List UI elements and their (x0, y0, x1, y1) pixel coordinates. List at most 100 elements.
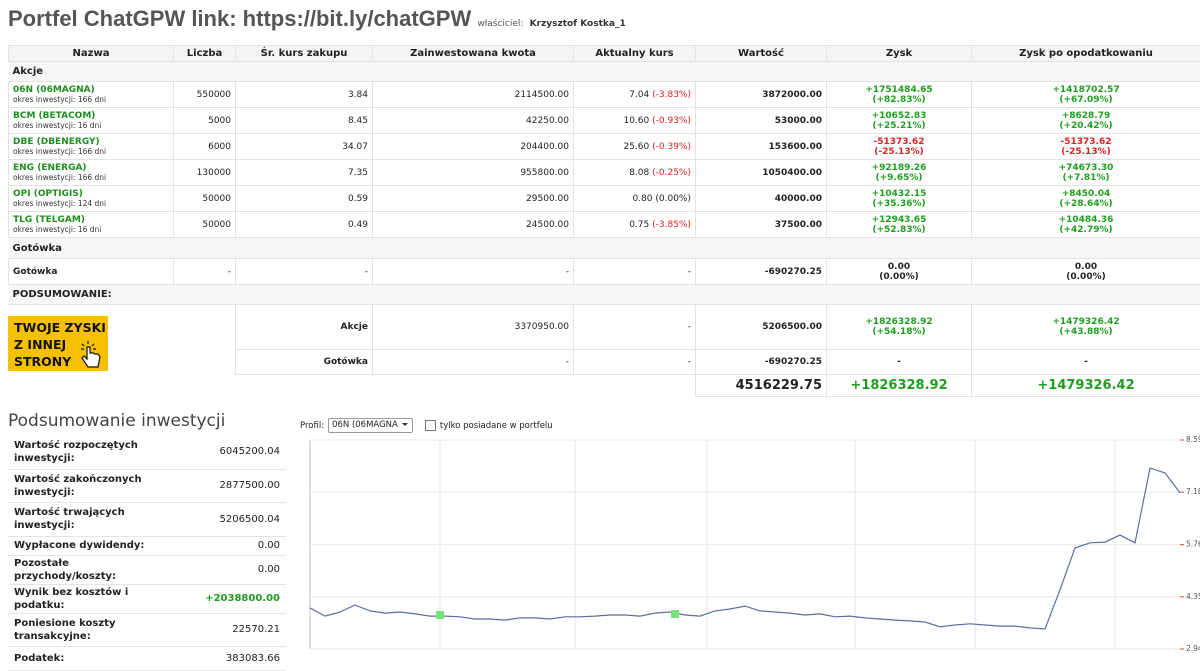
profile-select[interactable]: 06N (06MAGNA (328, 418, 413, 433)
panel-label: Wartość trwających inwestycji: (8, 502, 180, 536)
net-profit-value: 0.00 (976, 262, 1196, 272)
column-header: Zysk (827, 46, 972, 62)
column-header: Śr. kurs zakupu (236, 46, 373, 62)
owner-label: właściciel: (477, 19, 523, 29)
cell-count: 50000 (174, 186, 236, 212)
column-header: Aktualny kurs (574, 46, 696, 62)
section-label: PODSUMOWANIE: (9, 285, 1200, 305)
profit-value: +92189.26 (831, 163, 967, 173)
hand-icon (78, 339, 104, 369)
stock-name: 06N (06MAGNA)okres inwestycji: 166 dni (9, 82, 174, 108)
stock-name: BCM (BETACOM)okres inwestycji: 16 dni (9, 108, 174, 134)
net-profit-value: -51373.62 (976, 137, 1196, 147)
panel-value: 0.00 (180, 555, 286, 584)
profit: 0.00(0.00%) (827, 259, 972, 285)
page-title: Portfel ChatGPW link: https://bit.ly/cha… (8, 6, 626, 32)
net-profit: -51373.62(-25.13%) (972, 134, 1200, 160)
price: 8.08 (629, 168, 649, 178)
column-header: Zysk po opodatkowaniu (972, 46, 1200, 62)
panel-label: Wynik bez kosztów i podatku: (8, 584, 180, 613)
net-profit: +1418702.57(+67.09%) (972, 82, 1200, 108)
cell-avg: 8.45 (236, 108, 373, 134)
checkbox-label: tylko posiadane w portfelu (440, 421, 553, 431)
summary-value: -690270.25 (696, 350, 827, 375)
panel-value: 6045200.04 (180, 435, 286, 469)
title-text: Portfel ChatGPW link: https://bit.ly/cha… (8, 6, 471, 31)
net-profit: 0.00(0.00%) (972, 259, 1200, 285)
section-label: Akcje (9, 62, 1200, 82)
net-profit-percent: (+7.81%) (976, 173, 1196, 183)
column-header: Wartość (696, 46, 827, 62)
profit: +12943.65(+52.83%) (827, 212, 972, 238)
profit-value: +10432.15 (831, 189, 967, 199)
profit-value: +1826328.92 (831, 317, 967, 327)
total-profit: +1826328.92 (827, 375, 972, 397)
net-profit-percent: (0.00%) (976, 272, 1196, 282)
profit: +1826328.92(+54.18%) (827, 305, 972, 350)
stock-name: OPI (OPTIGIS)okres inwestycji: 124 dni (9, 186, 174, 212)
panel-value: 2877500.00 (180, 469, 286, 502)
panel-title: Podsumowanie inwestycji (8, 411, 225, 431)
panel-row: Wypłacone dywidendy:0.00 (8, 536, 286, 555)
summary-invested: - (373, 350, 574, 375)
transaction-marker (671, 610, 679, 618)
profit-value: - (831, 357, 967, 367)
stock-value: 153600.00 (696, 134, 827, 160)
profit-percent: (+35.36%) (831, 199, 967, 209)
investment-period: okres inwestycji: 166 dni (13, 95, 169, 104)
stock-ticker: TLG (TELGAM) (13, 215, 169, 225)
column-header: Liczba (174, 46, 236, 62)
profit-value: +1751484.65 (831, 85, 967, 95)
profit-value: 0.00 (831, 262, 967, 272)
price-chart: 8.597.185.764.352.94 (300, 432, 1200, 653)
column-header: Zainwestowana kwota (373, 46, 574, 62)
investment-period: okres inwestycji: 16 dni (13, 225, 169, 234)
cash-value: -690270.25 (696, 259, 827, 285)
profit-percent: (+52.83%) (831, 225, 967, 235)
net-profit: +8450.04(+28.64%) (972, 186, 1200, 212)
investment-period: okres inwestycji: 124 dni (13, 199, 169, 208)
stock-name: TLG (TELGAM)okres inwestycji: 16 dni (9, 212, 174, 238)
panel-value: 22570.21 (180, 613, 286, 646)
cell-count: 550000 (174, 82, 236, 108)
panel-row: Pozostałe przychody/koszty:0.00 (8, 555, 286, 584)
cell-count: - (174, 259, 236, 285)
price-change: (-3.85%) (652, 220, 691, 230)
profit: +1751484.65(+82.83%) (827, 82, 972, 108)
summary-price: - (574, 305, 696, 350)
net-profit-percent: (+67.09%) (976, 95, 1196, 105)
empty (9, 375, 696, 397)
cell-avg: 0.49 (236, 212, 373, 238)
net-profit-value: +8628.79 (976, 111, 1196, 121)
y-tick-label: 2.94 (1186, 644, 1200, 653)
checkbox[interactable] (425, 420, 436, 431)
profit: +10432.15(+35.36%) (827, 186, 972, 212)
y-tick-label: 4.35 (1186, 592, 1200, 601)
net-profit: +10484.36(+42.79%) (972, 212, 1200, 238)
y-tick-label: 7.18 (1186, 487, 1200, 496)
banner[interactable]: TWOJE ZYSKI Z INNEJ STRONY (8, 316, 108, 371)
net-profit: +74673.30(+7.81%) (972, 160, 1200, 186)
net-profit-percent: (-25.13%) (976, 147, 1196, 157)
cell-avg: - (236, 259, 373, 285)
stock-ticker: 06N (06MAGNA) (13, 85, 169, 95)
investment-period: okres inwestycji: 166 dni (13, 173, 169, 182)
price-change: (-3.83%) (652, 90, 691, 100)
investment-period: okres inwestycji: 16 dni (13, 121, 169, 130)
price-change: (-0.25%) (652, 168, 691, 178)
current-price: 10.60 (-0.93%) (574, 108, 696, 134)
panel-value: 5206500.04 (180, 502, 286, 536)
banner-line: TWOJE ZYSKI (14, 319, 108, 336)
net-profit-value: +74673.30 (976, 163, 1196, 173)
y-tick-label: 8.59 (1186, 435, 1200, 444)
net-profit-percent: (+28.64%) (976, 199, 1196, 209)
stock-ticker: BCM (BETACOM) (13, 111, 169, 121)
section-row: Gotówka (9, 238, 1200, 259)
profit-percent: (+54.18%) (831, 327, 967, 337)
cell-invested: - (373, 259, 574, 285)
cell-invested: 29500.00 (373, 186, 574, 212)
